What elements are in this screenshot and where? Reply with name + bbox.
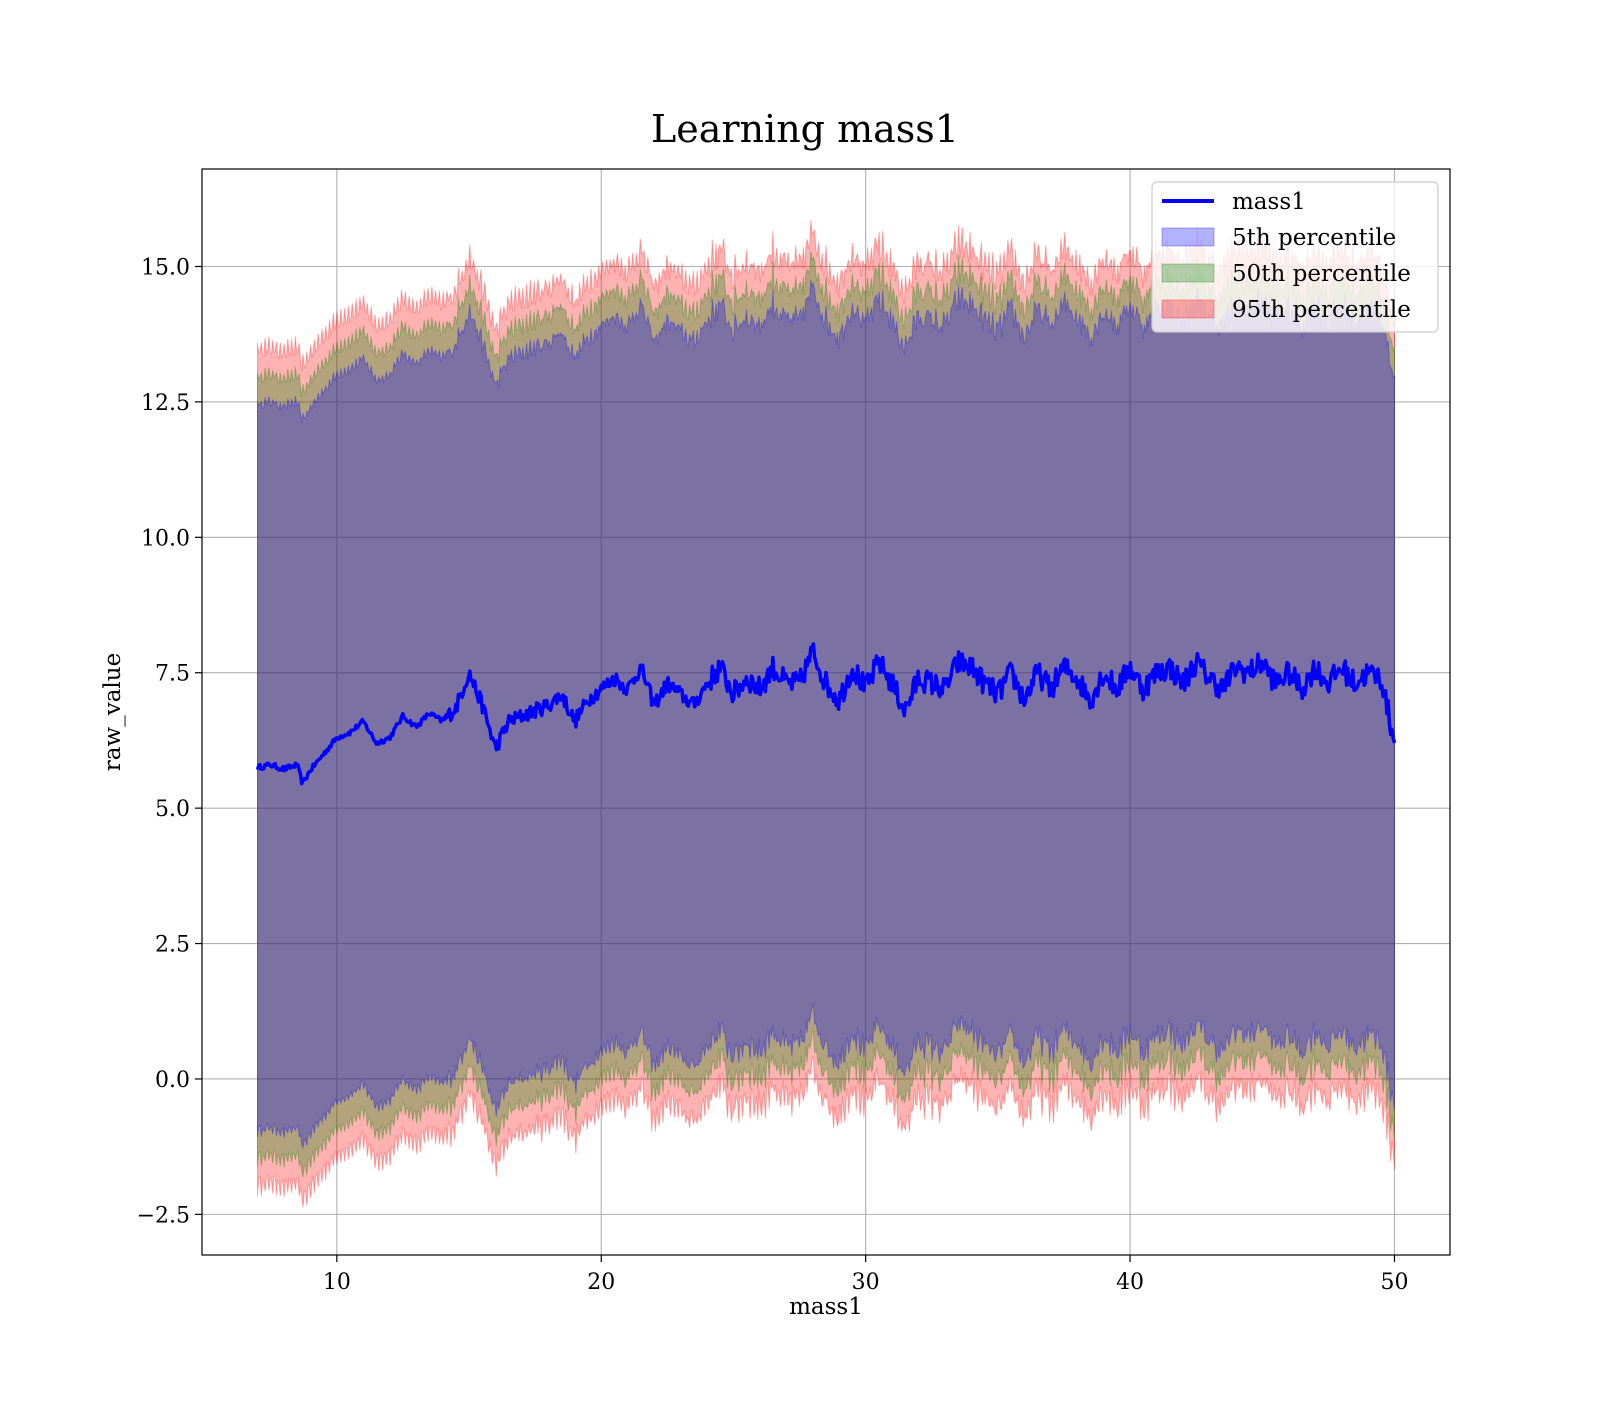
legend-box	[1151, 181, 1439, 333]
x-tick-label: 40	[1116, 1270, 1144, 1295]
legend-swatch-5th-percentile	[1161, 227, 1215, 247]
series-lines	[255, 642, 1397, 786]
x-axis-ticks: 10 20 30 40 50	[323, 1255, 1408, 1295]
x-tick-label: 50	[1380, 1270, 1408, 1295]
y-axis-ticks: −2.5 0.0 2.5 5.0 7.5 10.0 12.5 15.0	[137, 255, 202, 1228]
y-tick-label: −2.5	[137, 1203, 190, 1228]
y-tick-label: 12.5	[141, 391, 190, 416]
x-axis-label: mass1	[789, 1294, 863, 1320]
band-50th-percentile	[257, 250, 1395, 1178]
legend-label-mass1: mass1	[1232, 189, 1306, 215]
legend-label-95th-percentile: 95th percentile	[1232, 297, 1411, 323]
legend-label-5th-percentile: 5th percentile	[1232, 225, 1396, 251]
y-tick-label: 15.0	[141, 255, 190, 280]
percentile-bands	[257, 220, 1395, 1208]
legend-swatch-95th-percentile	[1161, 299, 1215, 319]
series-line-mass1	[255, 642, 1397, 786]
chart-title: Learning mass1	[651, 107, 959, 151]
y-axis-label: raw_value	[100, 653, 126, 771]
band-5th-percentile	[257, 279, 1395, 1150]
y-tick-label: 2.5	[155, 933, 190, 958]
y-tick-label: 10.0	[141, 526, 190, 551]
y-tick-label: 0.0	[155, 1068, 190, 1093]
x-tick-label: 20	[587, 1270, 615, 1295]
legend: mass1 5th percentile 50th percentile 95t…	[1151, 181, 1439, 333]
x-tick-label: 30	[852, 1270, 880, 1295]
legend-label-50th-percentile: 50th percentile	[1232, 261, 1411, 287]
band-95th-percentile	[257, 220, 1395, 1208]
x-tick-label: 10	[323, 1270, 351, 1295]
y-tick-label: 5.0	[155, 797, 190, 822]
plot-frame	[201, 168, 1451, 1256]
y-tick-label: 7.5	[155, 662, 190, 687]
legend-swatch-50th-percentile	[1161, 263, 1215, 283]
